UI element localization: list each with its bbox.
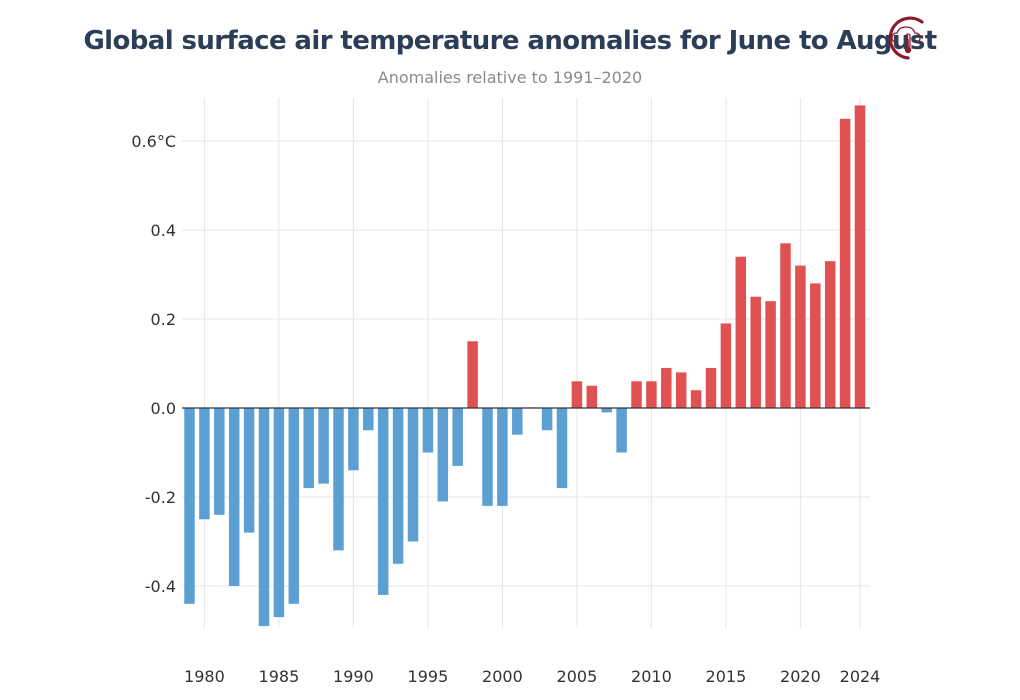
bar-1988 [318,408,329,484]
bar-1985 [273,408,285,618]
bar-1998 [467,341,478,408]
bar-1997 [452,408,463,466]
chart-subtitle: Anomalies relative to 1991–2020 [377,68,643,87]
bar-2011 [661,367,672,408]
x-tick-label: 2005 [557,667,598,686]
bar-2012 [675,372,687,408]
y-tick-label: 0.0 [151,399,176,418]
bar-2003 [541,408,553,431]
bar-2015 [720,323,732,408]
x-tick-label: 1995 [408,667,449,686]
bar-2006 [586,385,598,408]
x-tick-label: 2015 [706,667,747,686]
bar-2022 [824,261,836,408]
bar-2024 [854,105,866,409]
bar-2008 [616,408,627,453]
bar-2005 [571,381,583,408]
bar-1992 [377,408,389,595]
y-tick-label: -0.2 [145,488,176,507]
y-tick-label: 0.2 [151,310,176,329]
bar-1987 [303,408,314,489]
x-tick-label: 2000 [482,667,523,686]
bar-2001 [512,408,523,435]
bar-1993 [392,408,404,564]
bar-2016 [735,256,747,408]
bar-2010 [646,381,657,408]
x-tick-label: 2024 [840,667,881,686]
bar-2020 [795,265,806,408]
bar-layer [184,105,866,627]
thermometer-cloud-icon [882,12,934,64]
x-tick-label: 2010 [631,667,672,686]
bar-1983 [243,408,255,533]
y-tick-label: 0.4 [151,221,176,240]
bar-1980 [199,408,210,520]
bar-2004 [556,408,568,489]
bar-2023 [839,118,851,408]
x-tick-label: 2020 [780,667,821,686]
bar-2021 [810,283,821,408]
bar-1982 [228,408,240,586]
y-tick-label: 0.6°C [131,132,176,151]
bar-2018 [765,301,776,408]
bar-2013 [690,390,702,408]
bar-1996 [437,408,449,502]
bar-2019 [780,243,791,408]
chart-title: Global surface air temperature anomalies… [83,26,937,56]
tick-label-layer: -0.4 -0.2 0.0 0.2 0.4 0.6°C 1980 1985 1990 1995 20… [131,132,880,686]
bar-1995 [422,408,434,453]
bar-1979 [184,408,195,604]
x-tick-label: 1980 [184,667,225,686]
bar-1994 [407,408,419,542]
x-tick-label: 1985 [259,667,300,686]
bar-1986 [288,408,300,604]
bar-1981 [214,408,225,515]
bar-1990 [348,408,359,471]
bar-1991 [363,408,374,431]
bar-1989 [333,408,344,551]
bar-1984 [258,408,270,627]
x-tick-label: 1990 [333,667,374,686]
bar-2014 [705,367,717,408]
bar-2000 [497,408,508,506]
y-tick-label: -0.4 [145,577,176,596]
bar-2007 [601,408,612,413]
bar-2009 [631,381,642,408]
bar-1999 [482,408,493,506]
bar-2017 [750,296,761,408]
